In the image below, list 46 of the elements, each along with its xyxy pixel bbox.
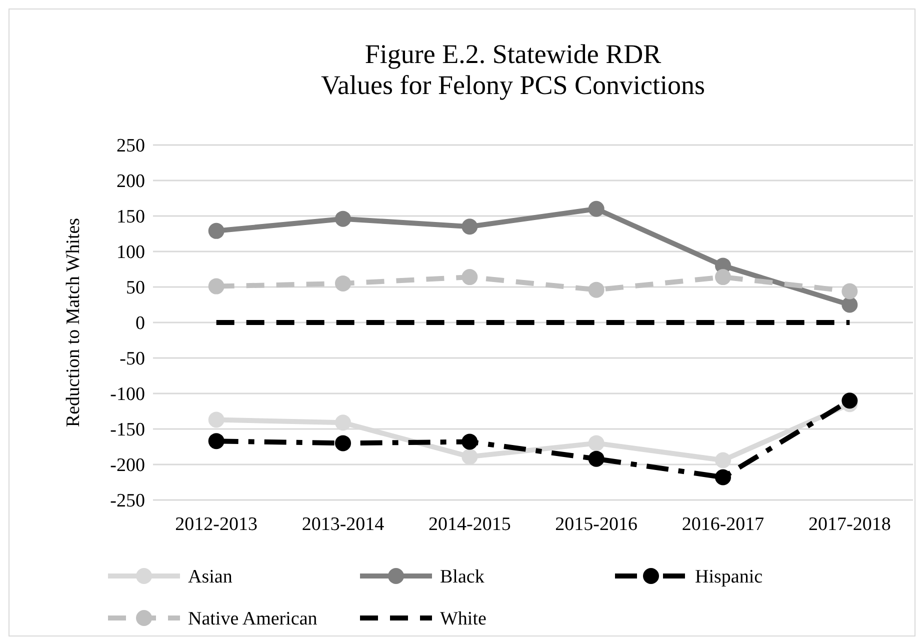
point	[208, 222, 224, 239]
y-tick-label: 200	[116, 171, 145, 192]
point	[715, 469, 731, 486]
point	[842, 283, 858, 300]
y-tick-label: -250	[110, 490, 145, 512]
point	[715, 452, 731, 468]
x-tick-label: 2016-2017	[682, 514, 764, 535]
point	[462, 448, 478, 465]
point	[588, 435, 604, 452]
y-tick-label: -150	[110, 420, 145, 441]
y-tick-label: 100	[116, 242, 145, 264]
legend-label: Black	[440, 566, 485, 588]
point	[715, 269, 731, 286]
point	[208, 278, 224, 294]
point	[335, 414, 351, 431]
point	[588, 282, 604, 298]
point	[335, 275, 351, 292]
y-tick-label: -200	[110, 455, 145, 476]
point	[842, 392, 858, 409]
x-tick-label: 2015-2016	[555, 514, 638, 535]
legend-label: White	[440, 608, 486, 630]
legend-label: Hispanic	[695, 566, 763, 588]
y-axis-title: Reduction to Match Whites	[63, 218, 84, 428]
y-tick-label: 50	[126, 278, 145, 299]
point	[208, 433, 224, 450]
y-tick-label: -100	[110, 384, 145, 406]
x-tick-label: 2017-2018	[808, 514, 891, 535]
x-tick-label: 2014-2015	[428, 514, 511, 535]
chart-title: Figure E.2. Statewide RDR Values for Felony PCS Convictions	[320, 39, 706, 100]
x-tick-label: 2013-2014	[302, 514, 385, 535]
point	[588, 450, 604, 467]
y-tick-label: 150	[116, 206, 145, 228]
y-tick-label: -50	[120, 348, 145, 370]
point	[462, 434, 478, 450]
point	[335, 210, 351, 227]
point	[208, 412, 224, 428]
y-tick-label: 250	[116, 136, 145, 157]
point	[335, 435, 351, 452]
legend-label: Native American	[188, 608, 318, 630]
x-tick-label: 2012-2013	[175, 514, 258, 535]
point	[842, 296, 858, 313]
y-tick-label: 0	[136, 313, 145, 334]
point	[462, 269, 478, 286]
point	[588, 200, 604, 217]
point	[462, 218, 478, 235]
legend-label: Asian	[188, 566, 233, 588]
